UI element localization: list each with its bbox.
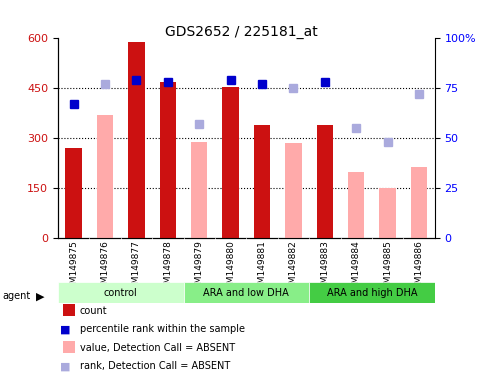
Bar bbox=[254, 125, 270, 238]
FancyBboxPatch shape bbox=[309, 282, 435, 303]
Text: GSM149886: GSM149886 bbox=[414, 240, 424, 295]
Bar bbox=[159, 82, 176, 238]
Text: GSM149879: GSM149879 bbox=[195, 240, 204, 295]
Text: GSM149880: GSM149880 bbox=[226, 240, 235, 295]
Bar bbox=[348, 172, 365, 238]
Text: GSM149881: GSM149881 bbox=[257, 240, 267, 295]
Text: GDS2652 / 225181_at: GDS2652 / 225181_at bbox=[165, 25, 318, 39]
Bar bbox=[411, 167, 427, 238]
Bar bbox=[191, 142, 208, 238]
Text: control: control bbox=[104, 288, 138, 298]
Text: ▶: ▶ bbox=[36, 291, 45, 301]
FancyBboxPatch shape bbox=[58, 282, 184, 303]
Text: count: count bbox=[80, 306, 107, 316]
Text: ■: ■ bbox=[60, 324, 71, 334]
FancyBboxPatch shape bbox=[184, 282, 309, 303]
Text: agent: agent bbox=[2, 291, 30, 301]
Text: GSM149875: GSM149875 bbox=[69, 240, 78, 295]
Bar bbox=[65, 148, 82, 238]
Text: GSM149885: GSM149885 bbox=[383, 240, 392, 295]
Bar bbox=[285, 143, 302, 238]
Text: GSM149878: GSM149878 bbox=[163, 240, 172, 295]
Bar bbox=[97, 115, 114, 238]
Bar bbox=[128, 42, 145, 238]
Text: GSM149882: GSM149882 bbox=[289, 240, 298, 295]
Text: GSM149876: GSM149876 bbox=[100, 240, 110, 295]
Text: GSM149877: GSM149877 bbox=[132, 240, 141, 295]
Bar bbox=[379, 188, 396, 238]
Bar bbox=[316, 125, 333, 238]
Text: GSM149884: GSM149884 bbox=[352, 240, 361, 295]
Text: ■: ■ bbox=[60, 361, 71, 371]
Bar bbox=[222, 87, 239, 238]
Text: GSM149883: GSM149883 bbox=[320, 240, 329, 295]
Text: ARA and low DHA: ARA and low DHA bbox=[203, 288, 289, 298]
Text: ARA and high DHA: ARA and high DHA bbox=[327, 288, 417, 298]
Text: rank, Detection Call = ABSENT: rank, Detection Call = ABSENT bbox=[80, 361, 230, 371]
Text: percentile rank within the sample: percentile rank within the sample bbox=[80, 324, 245, 334]
Text: value, Detection Call = ABSENT: value, Detection Call = ABSENT bbox=[80, 343, 235, 353]
